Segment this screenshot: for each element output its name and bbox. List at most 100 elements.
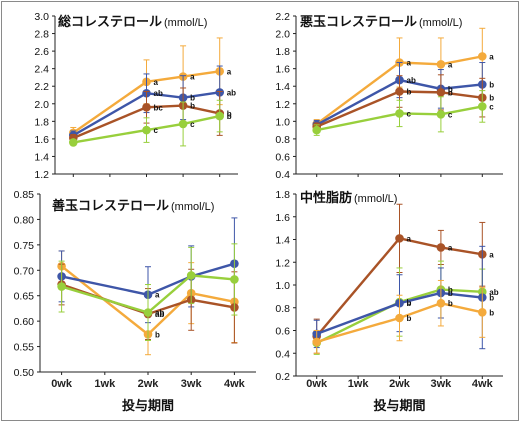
significance-label: b (448, 286, 453, 295)
y-tick-label: 2.6 (34, 46, 49, 58)
significance-label: c (190, 120, 195, 129)
significance-label: b (448, 299, 453, 308)
data-point (478, 52, 487, 61)
data-point (436, 243, 446, 252)
data-point (142, 125, 151, 135)
y-tick-label: 1.6 (275, 64, 290, 76)
x-tick-label: 1wk (94, 378, 116, 390)
y-tick-label: 2.8 (34, 29, 49, 41)
x-tick-label: 2wk (389, 378, 411, 390)
significance-label: a (155, 291, 160, 300)
significance-label: b (489, 294, 494, 303)
significance-label: a (190, 73, 195, 82)
x-tick-label: 0wk (306, 378, 328, 390)
y-tick-label: 0.8 (275, 303, 290, 315)
y-tick-label: 1.8 (275, 46, 290, 58)
significance-label: c (448, 110, 453, 119)
significance-label: a (448, 243, 453, 252)
y-tick-label: 1.2 (275, 257, 290, 269)
significance-label: ab (227, 88, 236, 97)
data-point (57, 282, 66, 291)
y-tick-label: 1.4 (34, 151, 49, 163)
significance-label: c (489, 102, 494, 111)
significance-label: a (448, 60, 453, 69)
y-tick-label: 1.2 (34, 169, 49, 181)
series-4: c cc (312, 90, 494, 136)
x-axis-label: 投与期間 (122, 398, 174, 414)
panel-title: 総コレステロール (mmol/L) (58, 14, 207, 30)
panel-unit: (mmol/L) (164, 17, 207, 29)
y-tick-label: 1.6 (275, 212, 290, 224)
significance-label: ab (155, 310, 164, 319)
y-tick-label: 2.0 (275, 29, 290, 41)
y-tick-label: 1.8 (275, 189, 290, 201)
significance-label: b (448, 289, 453, 298)
chart-panel-tc: 1.2 1.4 1.6 1.8 2.0 2.2 2.4 2.6 2.8 3.0 総コレステロール (m… (34, 11, 238, 181)
series-line (72, 91, 220, 137)
significance-label: b (489, 308, 494, 317)
data-point (186, 271, 196, 280)
significance-label: c (407, 109, 412, 118)
series-line (316, 105, 483, 132)
data-point (215, 111, 224, 121)
y-tick-label: 0.8 (275, 134, 290, 146)
significance-label: b (190, 94, 195, 103)
series-line (73, 114, 220, 144)
y-tick-label: 1.0 (275, 116, 290, 128)
significance-label: b (407, 87, 412, 96)
data-point (69, 138, 78, 147)
panel-title: 中性脂肪 (mmol/L) (300, 190, 397, 206)
y-tick-label: 2.0 (34, 99, 49, 111)
series-4: ccb (69, 99, 232, 147)
y-tick-label: 1.4 (275, 235, 290, 247)
significance-label: b (227, 112, 232, 121)
y-tick-label: 2.4 (34, 64, 49, 76)
data-point (312, 337, 322, 347)
data-point (395, 87, 404, 96)
data-point (230, 275, 239, 284)
y-tick-label: 0.4 (275, 348, 290, 360)
significance-label: b (448, 85, 453, 94)
significance-label: b (190, 102, 195, 111)
significance-label: b (227, 109, 232, 118)
significance-label: ab (407, 76, 416, 85)
series-line (316, 78, 483, 126)
data-point (436, 59, 446, 69)
data-point (478, 102, 487, 111)
x-tick-label: 4wk (472, 378, 494, 390)
x-tick-label: 2wk (138, 378, 160, 390)
y-tick-label: 1.8 (34, 116, 49, 128)
data-point (436, 298, 446, 308)
significance-label: b (489, 80, 494, 89)
y-tick-label: 1.0 (275, 280, 290, 292)
significance-label: c (154, 126, 159, 135)
significance-label: b (407, 314, 412, 323)
panel-unit: (mmol/L) (171, 201, 214, 213)
y-tick-label: 0.4 (275, 169, 290, 181)
series-line (316, 291, 483, 336)
y-tick-label: 0.85 (14, 189, 35, 201)
series-1: a a a (69, 37, 232, 139)
significance-label: b (155, 330, 160, 339)
series-line (316, 288, 483, 345)
y-tick-label: 0.6 (275, 326, 290, 338)
y-tick-label: 1.2 (275, 99, 290, 111)
x-tick-label: 0wk (51, 378, 73, 390)
significance-label: a (227, 67, 232, 76)
chart-panel-tg: 0.2 0.4 0.6 0.8 1.0 1.2 1.4 1.6 1.8 0wk 1wk 2wk 3wk 4… (275, 189, 503, 414)
series-line (72, 104, 220, 140)
data-point (395, 109, 404, 118)
data-point (436, 110, 446, 119)
y-tick-label: 2.2 (34, 81, 49, 93)
significance-label: ab (154, 89, 163, 98)
significance-label: a (154, 78, 159, 87)
significance-label: b (489, 94, 494, 103)
data-point (395, 234, 404, 243)
series-line (61, 262, 235, 296)
data-point (312, 125, 322, 135)
data-point (142, 102, 151, 112)
y-tick-label: 0.65 (14, 291, 35, 303)
y-tick-label: 0.2 (275, 371, 290, 383)
